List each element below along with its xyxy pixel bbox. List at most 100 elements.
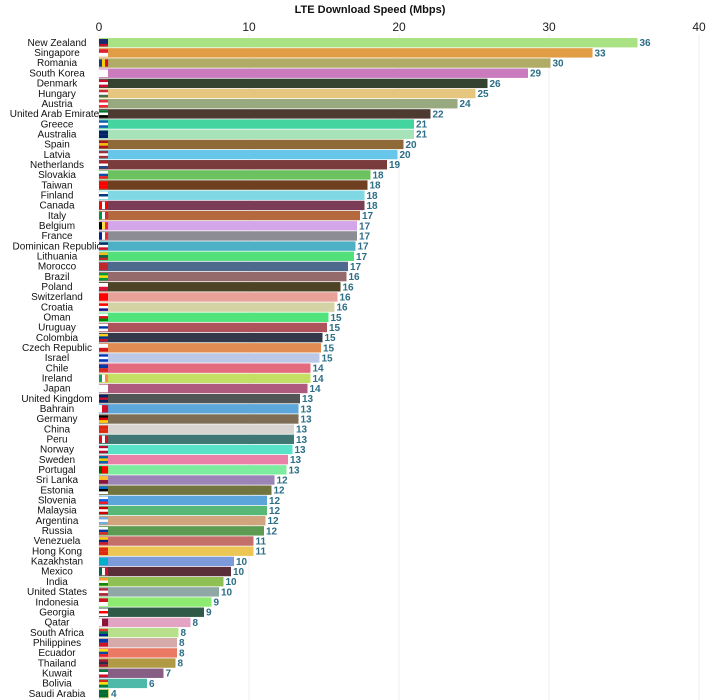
bars: New Zealand 36 Singapore 33 Romania 30 South K… (10, 38, 651, 700)
bar (99, 180, 368, 190)
bar (99, 556, 234, 567)
category-label: Chile (46, 363, 69, 374)
flag-icon (99, 354, 108, 362)
flag-icon (99, 272, 108, 281)
flag-icon (99, 445, 108, 454)
bar-row: Austria 24 (41, 99, 471, 110)
category-label: Spain (44, 140, 70, 151)
chart-title: LTE Download Speed (Mbps) (295, 4, 446, 16)
bar-row: Estonia 12 (40, 485, 285, 496)
category-label: Israel (45, 353, 69, 364)
bar (99, 383, 308, 394)
flag-icon (99, 689, 108, 698)
bar-row: Russia 12 (42, 526, 278, 537)
value-label: 14 (313, 374, 325, 385)
bar-row: Argentina 12 (36, 516, 279, 527)
flag-icon (99, 364, 108, 372)
category-label: Philippines (33, 638, 81, 649)
flag-icon (99, 608, 108, 617)
x-axis-ticks: 0 10 20 30 40 (96, 20, 706, 34)
flag-icon (99, 435, 109, 444)
bar-row: Morocco 17 (38, 262, 362, 273)
category-label: South Korea (29, 68, 85, 79)
flag-icon (99, 222, 109, 230)
bar (99, 251, 354, 261)
flag-icon (99, 323, 108, 332)
value-label: 12 (274, 486, 286, 497)
bar-row: South Korea 29 (29, 68, 541, 79)
value-label: 12 (269, 506, 281, 517)
bar-row: Chile 14 (46, 363, 324, 374)
bar (99, 241, 356, 251)
x-tick-label: 40 (692, 20, 706, 34)
flag-icon (99, 496, 108, 505)
category-label: Singapore (34, 48, 80, 59)
category-label: Finland (41, 190, 74, 201)
bar (99, 149, 398, 160)
value-label: 17 (356, 252, 368, 263)
bar (99, 678, 147, 689)
value-label: 8 (179, 648, 185, 659)
value-label: 14 (310, 384, 322, 395)
bar (99, 271, 347, 282)
value-label: 8 (178, 659, 184, 670)
category-label: United Arab Emirates (10, 109, 105, 120)
category-label: Taiwan (41, 180, 72, 191)
value-label: 33 (595, 48, 607, 59)
category-label: Latvia (44, 150, 71, 161)
value-label: 13 (301, 404, 313, 415)
bar-row: Ireland 14 (42, 374, 324, 385)
flag-icon (99, 405, 109, 413)
bar-row: Netherlands 19 (30, 160, 401, 171)
value-label: 13 (301, 414, 313, 425)
value-label: 17 (350, 262, 362, 273)
bar (99, 668, 164, 678)
flag-icon (99, 333, 108, 342)
bar-row: Philippines 8 (33, 638, 185, 649)
flag-icon (99, 69, 108, 78)
bar (99, 78, 488, 89)
bar-row: Ecuador 8 (38, 648, 185, 659)
flag-icon (99, 567, 109, 576)
bar (99, 343, 321, 353)
bar-row: Latvia 20 (44, 150, 411, 161)
category-label: Czech Republic (22, 343, 92, 354)
flag-icon (99, 628, 108, 637)
bar-row: Thailand 8 (38, 658, 184, 669)
category-label: Hungary (38, 89, 76, 100)
bar (99, 58, 551, 68)
bar (99, 109, 431, 119)
bar-row: Romania 30 (37, 58, 564, 69)
flag-icon (99, 150, 108, 159)
flag-icon (99, 39, 108, 47)
flag-icon (99, 384, 108, 393)
bar (99, 505, 267, 516)
bar-row: Lithuania 17 (37, 251, 368, 262)
value-label: 18 (367, 191, 379, 202)
category-label: Thailand (38, 658, 76, 669)
category-label: United States (27, 587, 87, 598)
category-label: Argentina (36, 516, 79, 527)
bar-row: Israel 15 (45, 353, 333, 364)
flag-icon (99, 578, 108, 586)
flag-icon (99, 313, 108, 322)
flag-icon (99, 618, 109, 627)
value-label: 11 (256, 537, 267, 548)
bar (99, 587, 219, 597)
bar-row: Kazakhstan 10 (31, 557, 248, 568)
bar (99, 424, 294, 434)
category-label: China (44, 424, 71, 435)
value-label: 15 (323, 343, 335, 354)
value-label: 18 (367, 201, 379, 212)
value-label: 15 (322, 353, 334, 364)
flag-icon (99, 79, 108, 88)
category-label: Morocco (38, 262, 77, 273)
value-label: 16 (343, 282, 355, 293)
bar-row: Slovakia 18 (38, 170, 384, 181)
category-label: Croatia (41, 302, 74, 313)
flag-icon (99, 639, 108, 647)
value-label: 22 (433, 109, 445, 120)
value-label: 16 (349, 272, 361, 283)
flag-icon (99, 476, 108, 484)
bar-row: Hong Kong 11 (32, 546, 267, 557)
